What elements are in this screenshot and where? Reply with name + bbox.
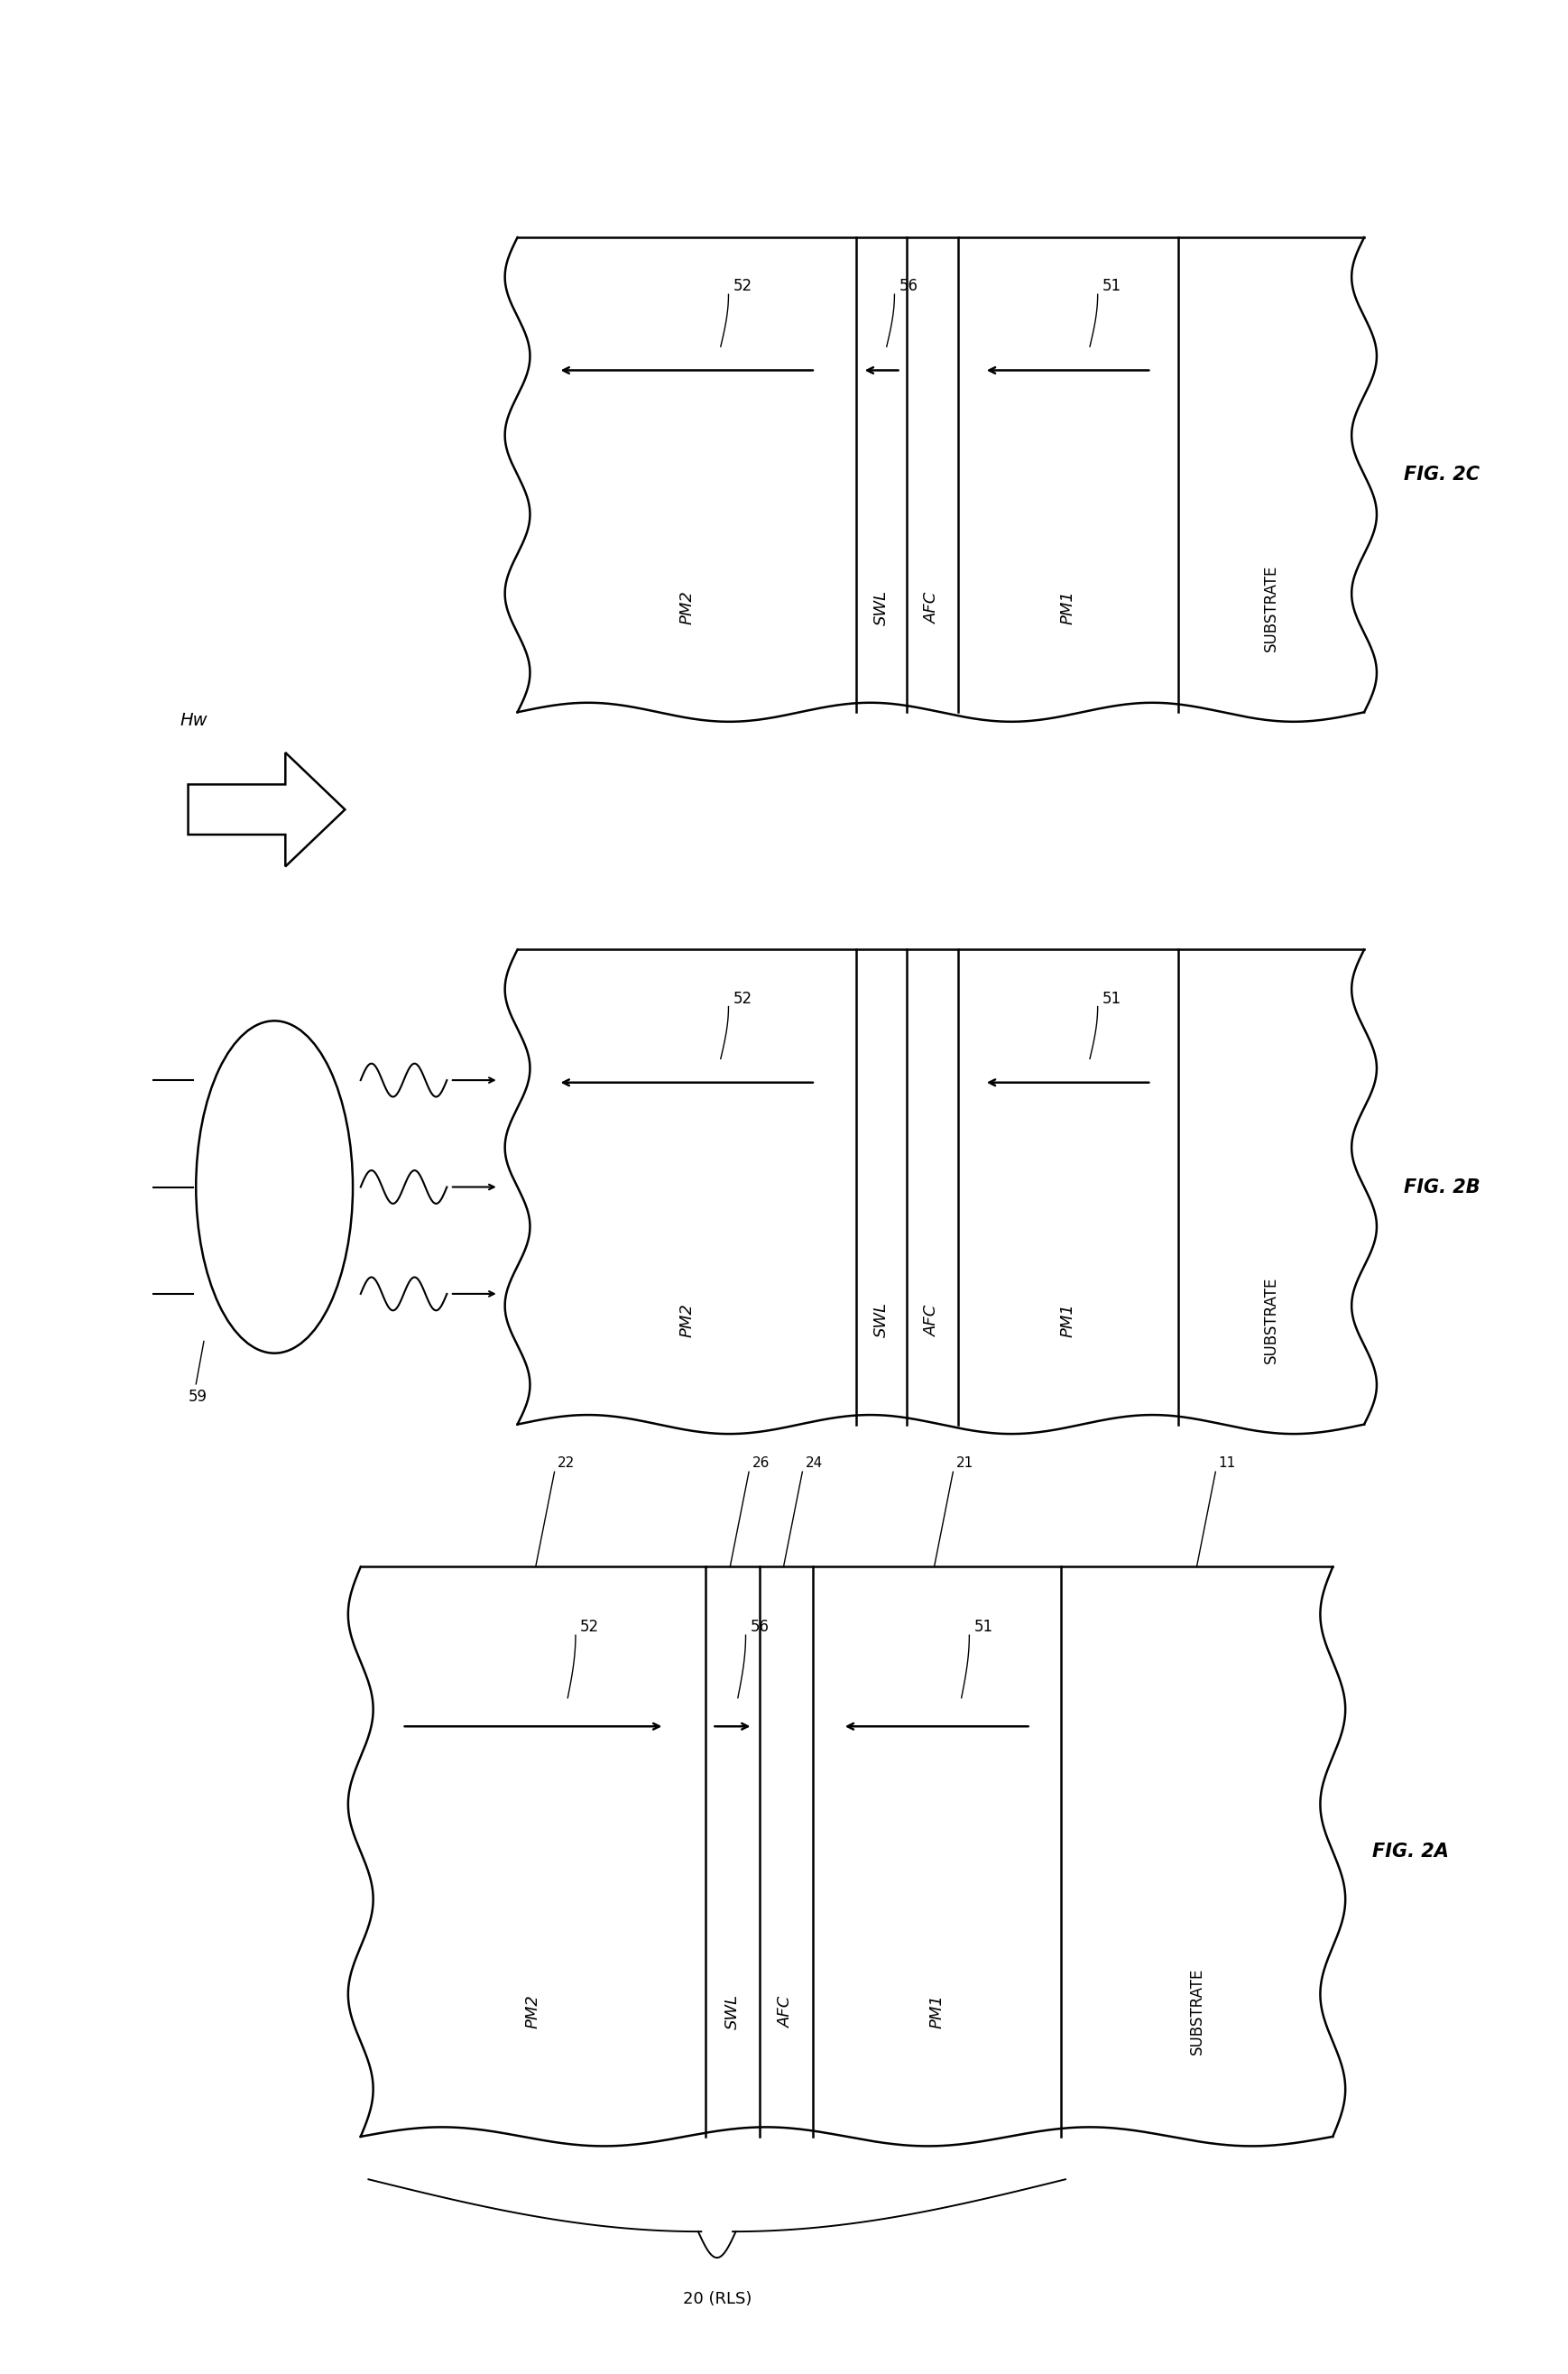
Text: 22: 22 xyxy=(558,1455,575,1470)
Text: 24: 24 xyxy=(806,1455,823,1470)
Text: FIG. 2B: FIG. 2B xyxy=(1403,1178,1480,1196)
Text: Hw: Hw xyxy=(180,712,209,729)
Text: AFC: AFC xyxy=(924,1303,941,1337)
Text: PM1: PM1 xyxy=(1060,591,1076,624)
Text: 52: 52 xyxy=(580,1619,599,1636)
Text: PM2: PM2 xyxy=(679,1303,695,1337)
Text: 56: 56 xyxy=(751,1619,770,1636)
Text: 26: 26 xyxy=(753,1455,770,1470)
Text: 11: 11 xyxy=(1218,1455,1236,1470)
Text: PM2: PM2 xyxy=(525,1994,541,2027)
Text: PM1: PM1 xyxy=(928,1994,946,2027)
Text: FIG. 2C: FIG. 2C xyxy=(1403,465,1479,484)
Text: 51: 51 xyxy=(1102,990,1121,1007)
Text: SWL: SWL xyxy=(724,1994,740,2030)
Text: SUBSTRATE: SUBSTRATE xyxy=(1262,1277,1279,1363)
Text: AFC: AFC xyxy=(778,1994,793,2027)
Text: AFC: AFC xyxy=(924,591,941,624)
Text: PM1: PM1 xyxy=(1060,1303,1076,1337)
Text: 21: 21 xyxy=(956,1455,974,1470)
Text: PM2: PM2 xyxy=(679,591,695,624)
Text: 51: 51 xyxy=(1102,278,1121,294)
Text: SUBSTRATE: SUBSTRATE xyxy=(1262,565,1279,650)
Text: 20 (RLS): 20 (RLS) xyxy=(682,2291,751,2308)
Text: 59: 59 xyxy=(188,1389,207,1405)
Text: FIG. 2A: FIG. 2A xyxy=(1372,1842,1449,1861)
Text: 51: 51 xyxy=(974,1619,993,1636)
Text: SUBSTRATE: SUBSTRATE xyxy=(1189,1968,1204,2056)
Text: 56: 56 xyxy=(898,278,919,294)
Text: SWL: SWL xyxy=(873,1303,889,1337)
Text: 52: 52 xyxy=(734,278,753,294)
Text: SWL: SWL xyxy=(873,591,889,624)
Text: 52: 52 xyxy=(734,990,753,1007)
